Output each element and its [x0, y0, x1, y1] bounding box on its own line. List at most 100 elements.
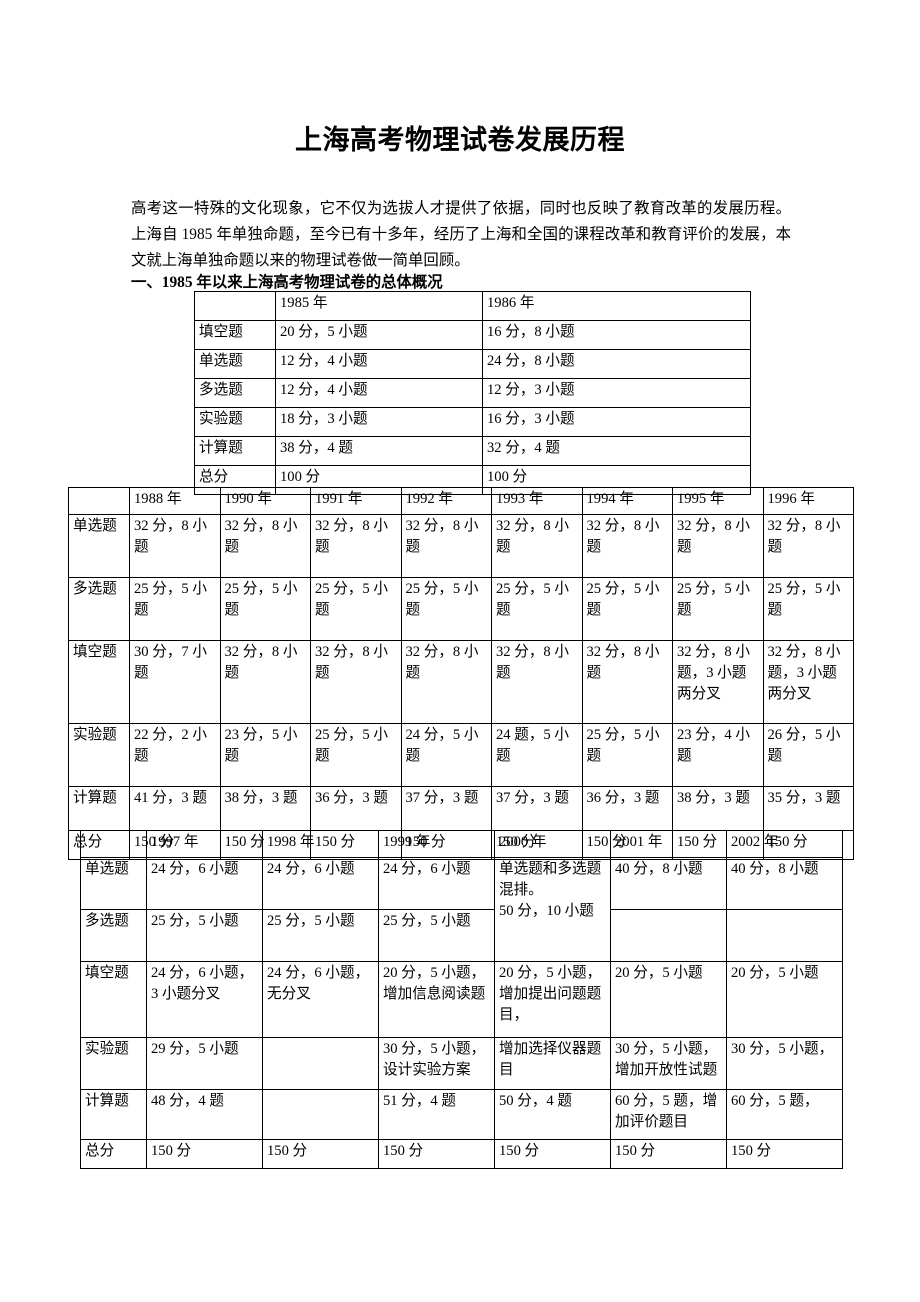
table-cell: 32 分，8 小题	[400, 514, 492, 578]
table-cell: 25 分，5 小题	[219, 577, 311, 641]
table-cell: 32 分，8 小题	[762, 514, 854, 578]
column-header: 2002 年	[726, 830, 843, 858]
table-cell: 24 分，6 小题	[378, 857, 495, 910]
table-row: 1988 年 1990 年 1991 年 1992 年 1993 年 1994 …	[68, 487, 854, 515]
table-cell: 22 分，2 小题	[129, 723, 221, 787]
table-cell: 51 分，4 题	[378, 1089, 495, 1140]
table-row: 1997 年 1998 年 1999 年 2000 年 2001 年 2002 …	[80, 830, 843, 858]
table-cell: 32 分，8 小题	[491, 640, 583, 724]
row-header: 单选题	[194, 349, 276, 379]
column-header: 1994 年	[581, 487, 673, 515]
column-header: 1991 年	[310, 487, 402, 515]
table-cell: 增加选择仪器题目	[494, 1037, 611, 1090]
table-cell: 32 分，4 题	[482, 436, 751, 466]
table-cell: 24 分，8 小题	[482, 349, 751, 379]
row-header: 单选题	[80, 857, 147, 910]
table-row: 多选题 25 分，5 小题 25 分，5 小题 25 分，5 小题 25 分，5…	[68, 577, 854, 641]
table-cell: 37 分，3 题	[491, 786, 583, 831]
table-cell: 25 分，5 小题	[400, 577, 492, 641]
table-cell: 150 分	[726, 1139, 843, 1169]
table-cell: 37 分，3 题	[400, 786, 492, 831]
table-cell: 24 分，6 小题	[262, 857, 379, 910]
table-cell: 32 分，8 小题	[310, 640, 402, 724]
table-row: 1985 年 1986 年	[194, 291, 751, 321]
column-header: 2000 年	[494, 830, 611, 858]
table-cell: 60 分，5 题，增加评价题目	[610, 1089, 727, 1140]
table-cell	[726, 909, 843, 962]
table-1988-1996: 1988 年 1990 年 1991 年 1992 年 1993 年 1994 …	[68, 487, 854, 860]
table-cell: 25 分，5 小题	[762, 577, 854, 641]
page-title: 上海高考物理试卷发展历程	[295, 125, 625, 155]
column-header: 1997 年	[146, 830, 263, 858]
table-cell: 24 分，6 小题，无分叉	[262, 961, 379, 1038]
section-heading: 一、1985 年以来上海高考物理试卷的总体概况	[131, 274, 443, 291]
table-1985-1986: 1985 年 1986 年 填空题 20 分，5 小题 16 分，8 小题 单选…	[194, 291, 751, 495]
table-row: 填空题 30 分，7 小题 32 分，8 小题 32 分，8 小题 32 分，8…	[68, 640, 854, 724]
row-header: 填空题	[194, 320, 276, 350]
table-cell: 36 分，3 题	[310, 786, 402, 831]
table-row: 多选题 25 分，5 小题 25 分，5 小题 25 分，5 小题	[80, 909, 843, 962]
table-cell: 16 分，3 小题	[482, 407, 751, 437]
row-header: 实验题	[68, 723, 130, 787]
table-row: 填空题 24 分，6 小题，3 小题分叉 24 分，6 小题，无分叉 20 分，…	[80, 961, 843, 1038]
table-cell: 26 分，5 小题	[762, 723, 854, 787]
table-cell: 40 分，8 小题	[610, 857, 727, 910]
table-cell: 30 分，5 小题，增加开放性试题	[610, 1037, 727, 1090]
table-cell: 25 分，5 小题	[310, 577, 402, 641]
table-cell: 32 分，8 小题	[581, 514, 673, 578]
table-cell-merged-2000: 单选题和多选题混排。 50 分，10 小题	[494, 857, 611, 962]
table-corner-cell	[194, 291, 276, 321]
table-cell	[610, 909, 727, 962]
table-corner-cell	[80, 830, 147, 858]
table-cell: 32 分，8 小题	[581, 640, 673, 724]
row-header: 填空题	[68, 640, 130, 724]
table-cell: 36 分，3 题	[581, 786, 673, 831]
table-cell: 29 分，5 小题	[146, 1037, 263, 1090]
row-header: 多选题	[68, 577, 130, 641]
table-row: 单选题 24 分，6 小题 24 分，6 小题 24 分，6 小题 单选题和多选…	[80, 857, 843, 962]
row-header: 单选题	[68, 514, 130, 578]
table-cell	[262, 1089, 379, 1140]
row-header: 多选题	[80, 909, 147, 962]
table-cell: 20 分，5 小题，增加信息阅读题	[378, 961, 495, 1038]
table-cell: 12 分，4 小题	[275, 349, 483, 379]
row-header: 多选题	[194, 378, 276, 408]
table-cell: 32 分，8 小题	[219, 640, 311, 724]
table-cell: 150 分	[146, 1139, 263, 1169]
table-cell: 150 分	[378, 1139, 495, 1169]
table-cell: 32 分，8 小题	[310, 514, 402, 578]
table-cell: 32 分，8 小题，3 小题两分叉	[762, 640, 854, 724]
table-cell: 60 分，5 题，	[726, 1089, 843, 1140]
table-row: 填空题 20 分，5 小题 16 分，8 小题	[194, 320, 751, 350]
table-cell: 150 分	[494, 1139, 611, 1169]
row-header: 计算题	[80, 1089, 147, 1140]
table-cell: 18 分，3 小题	[275, 407, 483, 437]
table-cell: 30 分，5 小题，	[726, 1037, 843, 1090]
column-header: 1985 年	[275, 291, 483, 321]
table-cell: 25 分，5 小题	[672, 577, 764, 641]
table-cell: 25 分，5 小题	[581, 723, 673, 787]
column-header: 1992 年	[400, 487, 492, 515]
row-header: 实验题	[80, 1037, 147, 1090]
table-cell: 25 分，5 小题	[262, 909, 379, 962]
column-header: 1998 年	[262, 830, 379, 858]
table-row: 计算题 38 分，4 题 32 分，4 题	[194, 436, 751, 466]
table-row: 实验题 18 分，3 小题 16 分，3 小题	[194, 407, 751, 437]
table-cell: 25 分，5 小题	[310, 723, 402, 787]
table-cell	[262, 1037, 379, 1090]
table-cell: 38 分，3 题	[219, 786, 311, 831]
row-header: 计算题	[68, 786, 130, 831]
column-header: 2001 年	[610, 830, 727, 858]
table-cell: 32 分，8 小题	[129, 514, 221, 578]
row-header: 实验题	[194, 407, 276, 437]
table-cell: 41 分，3 题	[129, 786, 221, 831]
table-cell: 24 分，5 小题	[400, 723, 492, 787]
table-cell: 24 分，6 小题，3 小题分叉	[146, 961, 263, 1038]
table-cell: 20 分，5 小题	[726, 961, 843, 1038]
table-cell: 25 分，5 小题	[146, 909, 263, 962]
table-row: 实验题 29 分，5 小题 30 分，5 小题，设计实验方案 增加选择仪器题目 …	[80, 1037, 843, 1090]
table-cell: 30 分，7 小题	[129, 640, 221, 724]
table-cell: 32 分，8 小题	[219, 514, 311, 578]
table-row: 单选题 32 分，8 小题 32 分，8 小题 32 分，8 小题 32 分，8…	[68, 514, 854, 578]
column-header: 1990 年	[219, 487, 311, 515]
